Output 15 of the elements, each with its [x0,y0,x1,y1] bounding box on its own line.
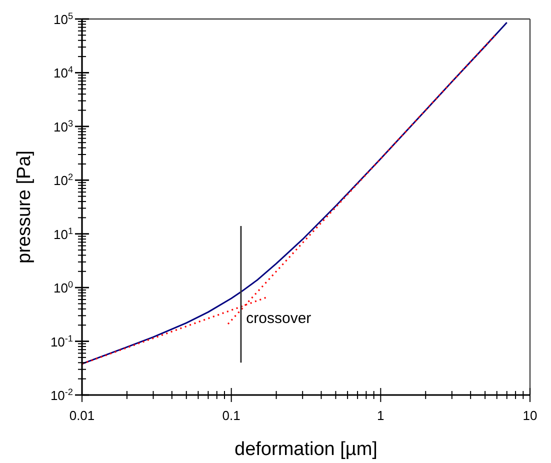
y-tick-label: 10$^{4}$ [53,64,73,81]
y-tick-label: 10$^{5}$ [53,11,73,27]
y-axis-title: pressure [Pa] [14,150,35,264]
y-tick-label: 10$^{1}$ [53,226,73,242]
y-tick-label: 10$^{-2}$ [50,387,73,403]
x-tick-label: 0.01 [69,408,95,423]
x-tick-label: 0.1 [222,408,240,423]
annotation: crossover [246,310,312,328]
x-axis-title: deformation [µm] [234,439,378,460]
y-tick-label: 10$^{-1}$ [50,333,73,350]
x-tick-label: 1 [377,408,384,423]
y-tick-label: 10$^{0}$ [53,280,73,296]
y-tick-label: 10$^{3}$ [53,118,73,134]
x-tick-label: 10 [522,408,538,423]
y-tick-label: 10$^{2}$ [53,172,73,188]
